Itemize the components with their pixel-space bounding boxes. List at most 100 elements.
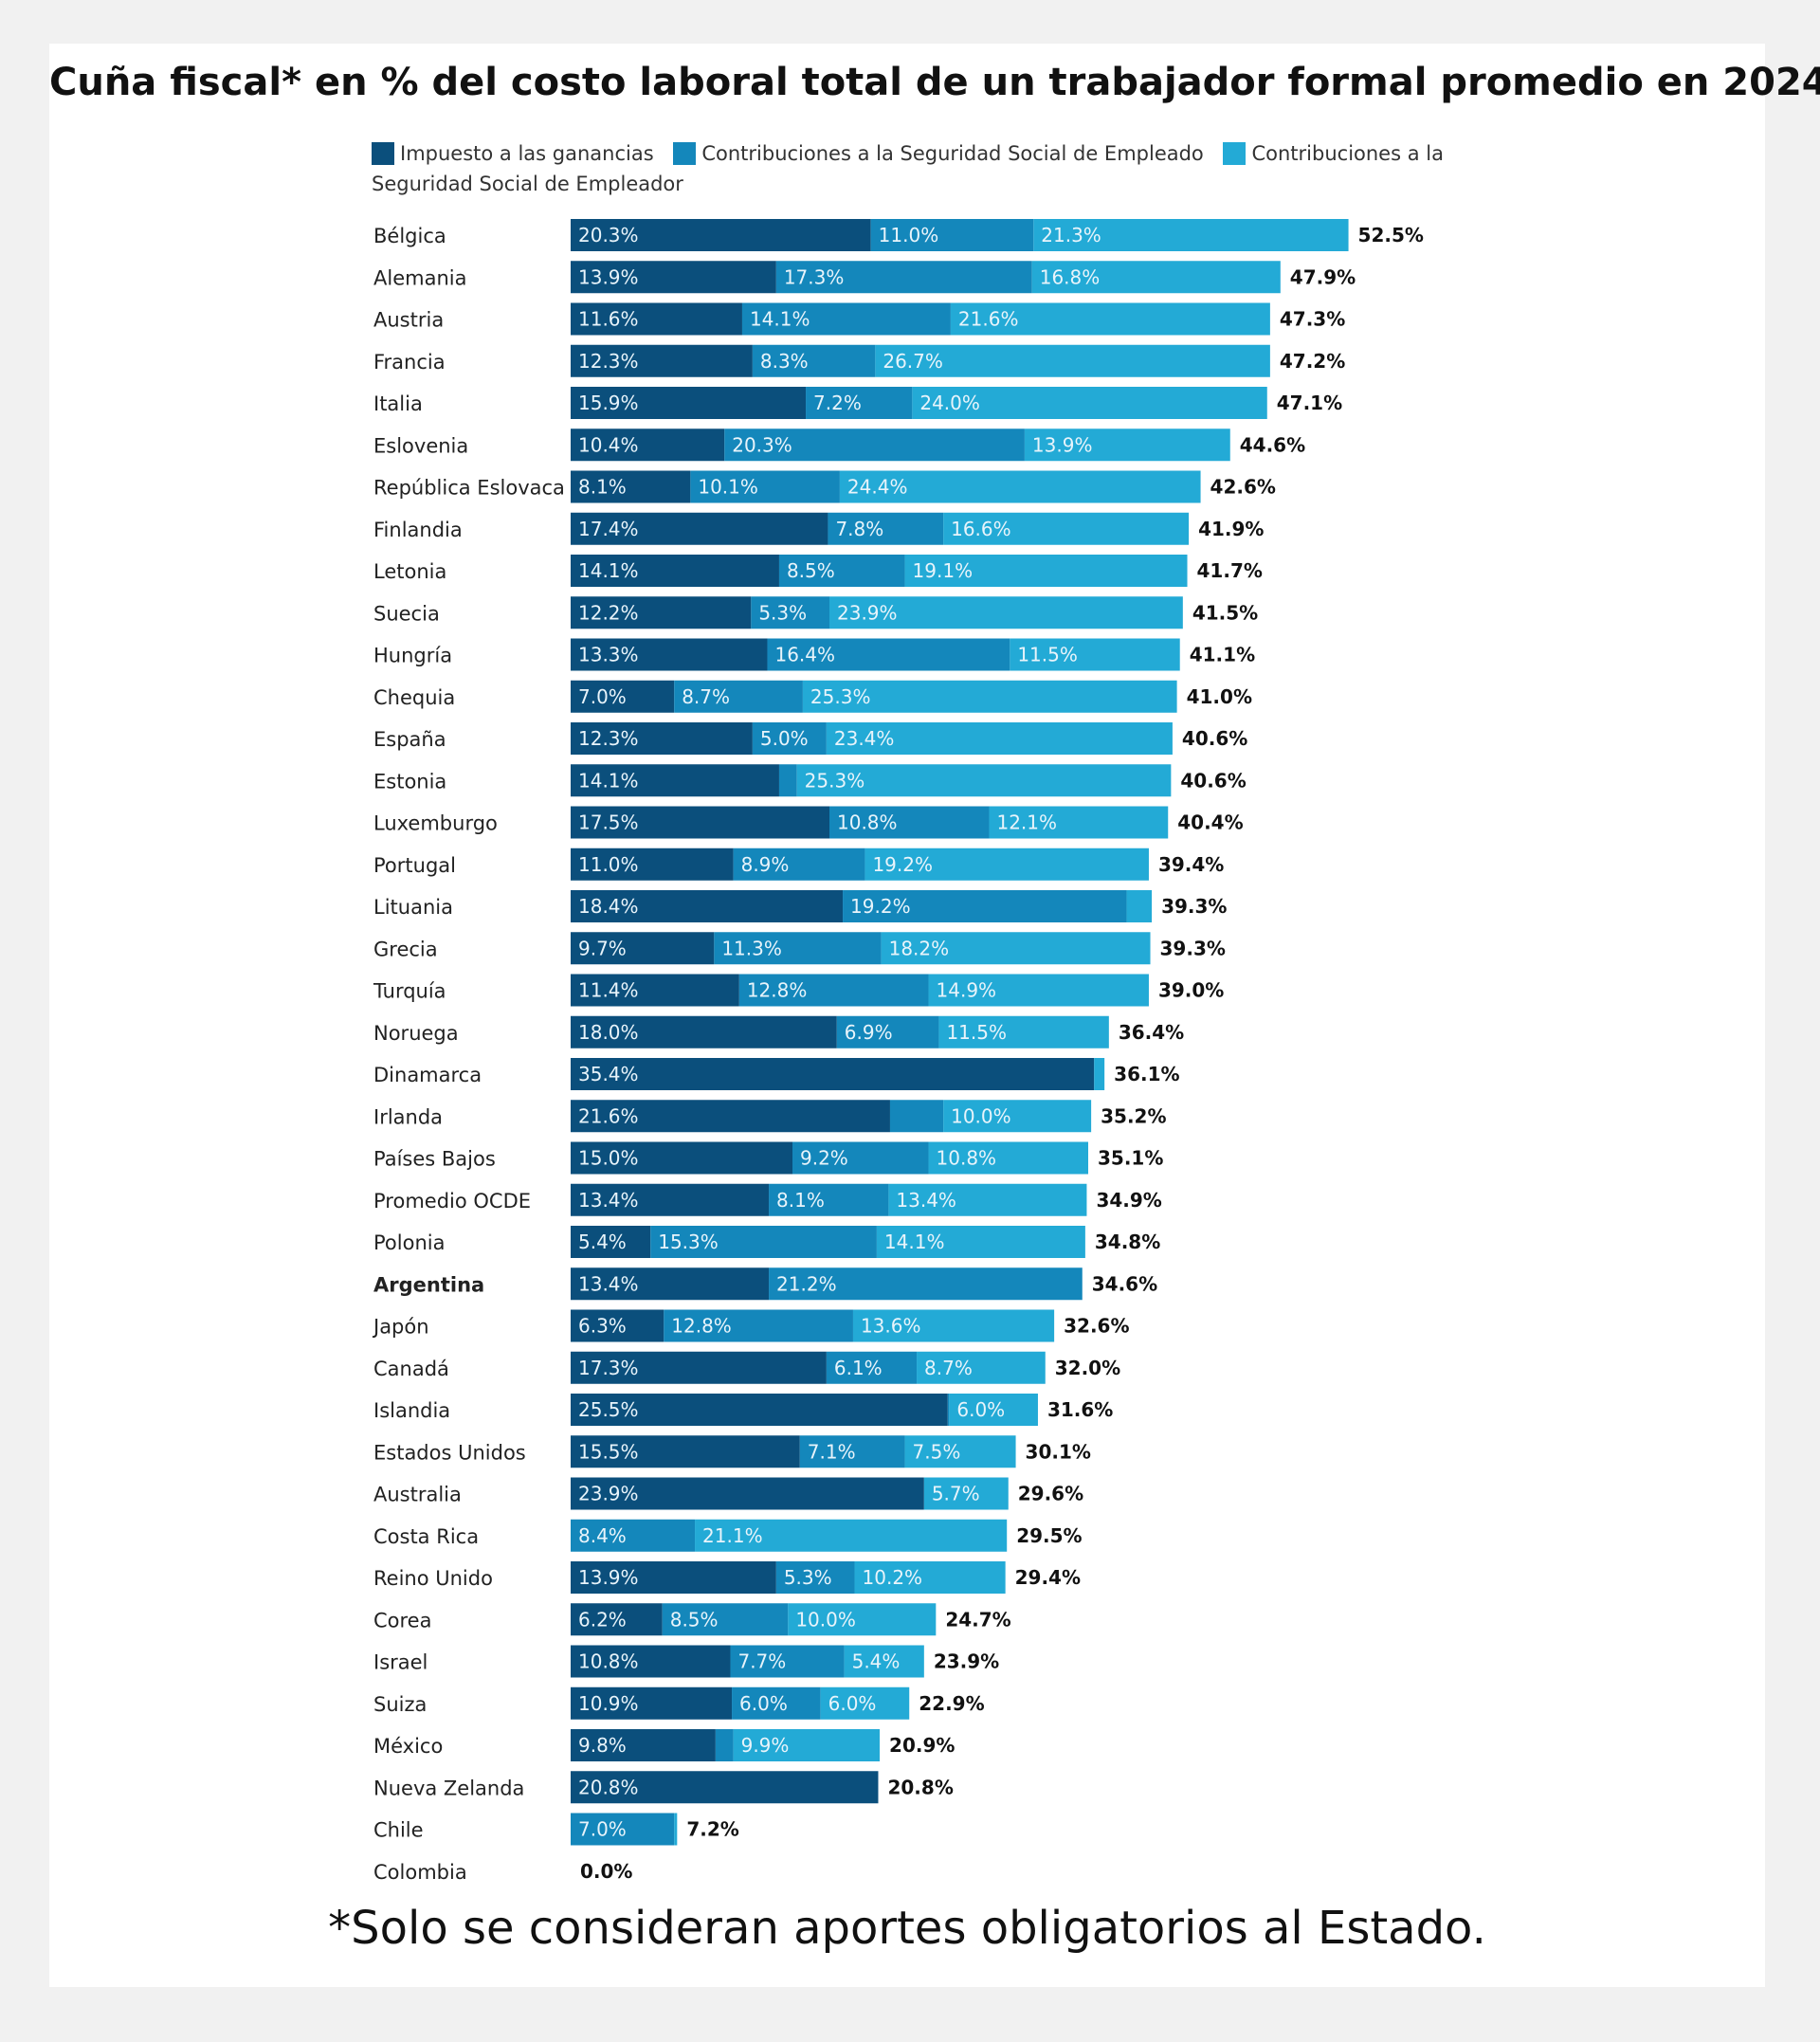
bar-segment — [571, 596, 752, 629]
bar-segment — [571, 890, 844, 922]
bar-row: Dinamarca 35.4% 36.1% — [373, 1058, 1180, 1090]
bar-segment — [938, 1015, 1109, 1048]
bar-segment — [662, 1603, 789, 1636]
category-label: Australia — [373, 1484, 462, 1506]
segment-label: 8.5% — [787, 559, 835, 582]
segment-label: 19.2% — [872, 853, 933, 876]
segment-label: 7.0% — [578, 1818, 627, 1841]
total-label: 29.6% — [1018, 1483, 1083, 1505]
segment-label: 7.1% — [808, 1440, 856, 1463]
bar-row: Hungría 13.3% 16.4% 11.5% 41.1% — [373, 638, 1255, 671]
segment-label: 6.1% — [834, 1357, 883, 1379]
segment-label: 35.4% — [578, 1063, 639, 1085]
bar-segment — [912, 387, 1267, 419]
category-label: Portugal — [373, 854, 456, 877]
segment-label: 10.8% — [937, 1147, 997, 1170]
total-label: 47.1% — [1277, 392, 1342, 414]
bar-segment — [806, 387, 913, 419]
bar-row: Chile 7.0% 7.2% — [373, 1813, 739, 1846]
bar-row: Canadá 17.3% 6.1% 8.7% 32.0% — [373, 1351, 1120, 1384]
segment-label: 6.3% — [578, 1315, 627, 1338]
bar-segment — [714, 932, 882, 965]
bar-segment — [571, 1226, 651, 1258]
category-label: Alemania — [373, 266, 466, 289]
bar-segment — [733, 848, 865, 881]
bar-segment — [888, 1183, 1087, 1216]
bar-row: Corea 6.2% 8.5% 10.0% 24.7% — [373, 1603, 1011, 1636]
bar-row: Lituania 18.4% 19.2% 39.3% — [373, 890, 1227, 922]
segment-label: 26.7% — [883, 350, 943, 373]
bar-row: Polonia 5.4% 15.3% 14.1% 34.8% — [373, 1226, 1160, 1258]
segment-label: 23.9% — [578, 1483, 639, 1505]
bar-segment — [715, 1729, 734, 1761]
bar-row: República Eslovaca 8.1% 10.1% 24.4% 42.6% — [373, 470, 1276, 503]
segment-label: 11.5% — [946, 1021, 1007, 1044]
bar-segment — [571, 974, 739, 1007]
bar-row: Promedio OCDE 13.4% 8.1% 13.4% 34.9% — [373, 1183, 1162, 1216]
bar-segment — [1031, 261, 1281, 294]
segment-label: 17.4% — [578, 518, 639, 540]
bar-segment — [571, 680, 675, 713]
bar-segment — [571, 722, 753, 755]
segment-label: 5.0% — [760, 727, 809, 750]
segment-label: 13.4% — [896, 1189, 956, 1212]
legend: Impuesto a las ganancias Contribuciones … — [372, 138, 1471, 199]
legend-item-employer-contrib: Contribuciones a la Seguridad Social de … — [372, 142, 1444, 195]
category-label: Suiza — [373, 1693, 427, 1716]
segment-label: 17.5% — [578, 811, 639, 834]
segment-label: 21.2% — [776, 1272, 837, 1295]
segment-label: 15.0% — [578, 1147, 639, 1170]
legend-item-employee-contrib: Contribuciones a la Seguridad Social de … — [673, 142, 1204, 165]
bar-segment — [571, 1183, 770, 1216]
bar-row: Eslovenia 10.4% 20.3% 13.9% 44.6% — [373, 428, 1305, 462]
segment-label: 16.8% — [1040, 265, 1101, 288]
category-label: Polonia — [373, 1231, 445, 1254]
total-label: 39.4% — [1158, 853, 1224, 876]
bar-row: Alemania 13.9% 17.3% 16.8% 47.9% — [373, 261, 1356, 294]
segment-label: 8.5% — [670, 1608, 719, 1631]
total-label: 47.2% — [1280, 350, 1345, 373]
category-label: Argentina — [373, 1273, 484, 1296]
bar-segment — [769, 1267, 1083, 1301]
bar-segment — [904, 555, 1188, 587]
segment-label: 8.9% — [741, 853, 790, 876]
segment-label: 16.4% — [774, 644, 835, 666]
bar-row: Italia 15.9% 7.2% 24.0% 47.1% — [373, 387, 1342, 419]
category-label: Islandia — [373, 1399, 450, 1422]
total-label: 39.3% — [1161, 895, 1227, 918]
segment-label: 8.1% — [578, 476, 627, 499]
bar-row: México 9.8% 9.9% 20.9% — [373, 1729, 955, 1761]
segment-label: 18.4% — [578, 895, 639, 918]
bar-segment — [769, 1183, 889, 1216]
bar-segment — [752, 722, 827, 755]
segment-label: 12.2% — [578, 601, 639, 624]
category-label: República Eslovaca — [373, 477, 565, 500]
bar-segment — [571, 1561, 776, 1594]
total-label: 52.5% — [1358, 224, 1424, 246]
total-label: 41.1% — [1190, 644, 1255, 666]
total-label: 47.9% — [1290, 265, 1356, 288]
bar-segment — [571, 1519, 696, 1552]
bar-segment — [664, 1309, 853, 1342]
bar-segment — [724, 428, 1025, 462]
bar-row: Austria 11.6% 14.1% 21.6% 47.3% — [373, 302, 1345, 336]
total-label: 41.9% — [1198, 518, 1264, 540]
bar-row: Irlanda 21.6% 10.0% 35.2% — [373, 1100, 1167, 1133]
segment-label: 7.8% — [835, 518, 883, 540]
bar-segment — [836, 1015, 939, 1048]
segment-label: 13.4% — [578, 1189, 639, 1212]
total-label: 41.7% — [1197, 559, 1263, 582]
category-label: Colombia — [373, 1861, 467, 1884]
total-label: 24.7% — [945, 1608, 1010, 1631]
segment-label: 9.9% — [741, 1734, 790, 1757]
bar-segment — [989, 806, 1169, 839]
bar-segment — [571, 1394, 948, 1426]
bar-row: Letonia 14.1% 8.5% 19.1% 41.7% — [373, 555, 1263, 587]
legend-swatch-income-tax — [372, 142, 394, 165]
total-label: 22.9% — [919, 1692, 984, 1715]
segment-label: 15.5% — [578, 1440, 639, 1463]
legend-label-employer-contrib: Contribuciones a la Seguridad Social de … — [372, 142, 1444, 195]
bar-row: Turquía 11.4% 12.8% 14.9% 39.0% — [373, 974, 1224, 1007]
bar-segment — [650, 1226, 877, 1258]
segment-label: 12.1% — [996, 811, 1057, 834]
